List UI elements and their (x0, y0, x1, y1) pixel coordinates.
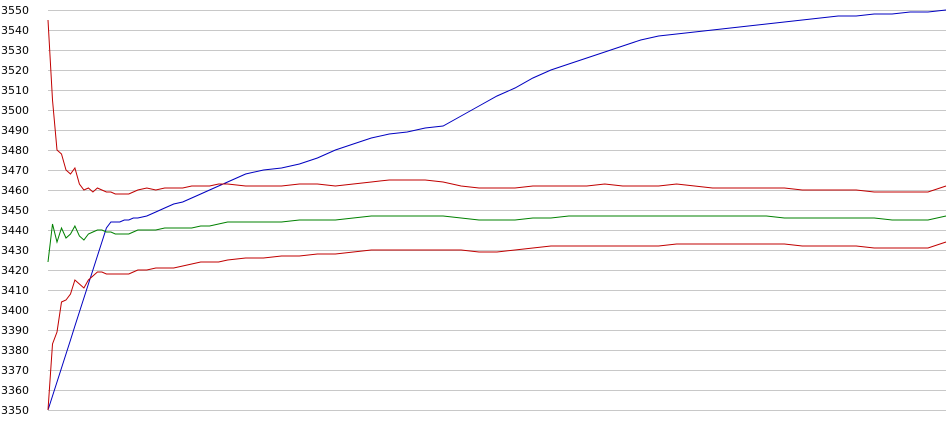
y-tick-label: 3460 (1, 184, 29, 197)
y-tick-label: 3430 (1, 244, 29, 257)
y-tick-label: 3350 (1, 404, 29, 417)
y-tick-label: 3530 (1, 44, 29, 57)
y-tick-label: 3510 (1, 84, 29, 97)
series-line-3 (47, 215, 947, 263)
y-tick-label: 3470 (1, 164, 29, 177)
y-tick-label: 3400 (1, 304, 29, 317)
gridlines (48, 10, 946, 411)
y-tick-label: 3500 (1, 104, 29, 117)
y-tick-label: 3540 (1, 24, 29, 37)
y-tick-label: 3370 (1, 364, 29, 377)
y-tick-label: 3420 (1, 264, 29, 277)
series-line-4 (47, 241, 947, 411)
y-tick-label: 3380 (1, 344, 29, 357)
y-tick-label: 3490 (1, 124, 29, 137)
y-axis-tick-labels: 3350 3360 3370 3380 3390 3400 3410 3420 3430 3440… (1, 4, 29, 417)
y-tick-label: 3410 (1, 284, 29, 297)
y-tick-label: 3480 (1, 144, 29, 157)
y-tick-label: 3550 (1, 4, 29, 17)
y-tick-label: 3450 (1, 204, 29, 217)
y-tick-label: 3440 (1, 224, 29, 237)
plot-area (47, 9, 947, 411)
y-tick-label: 3360 (1, 384, 29, 397)
y-tick-label: 3390 (1, 324, 29, 337)
y-tick-label: 3520 (1, 64, 29, 77)
series-line-1 (47, 9, 947, 411)
series-line-2 (47, 19, 947, 195)
